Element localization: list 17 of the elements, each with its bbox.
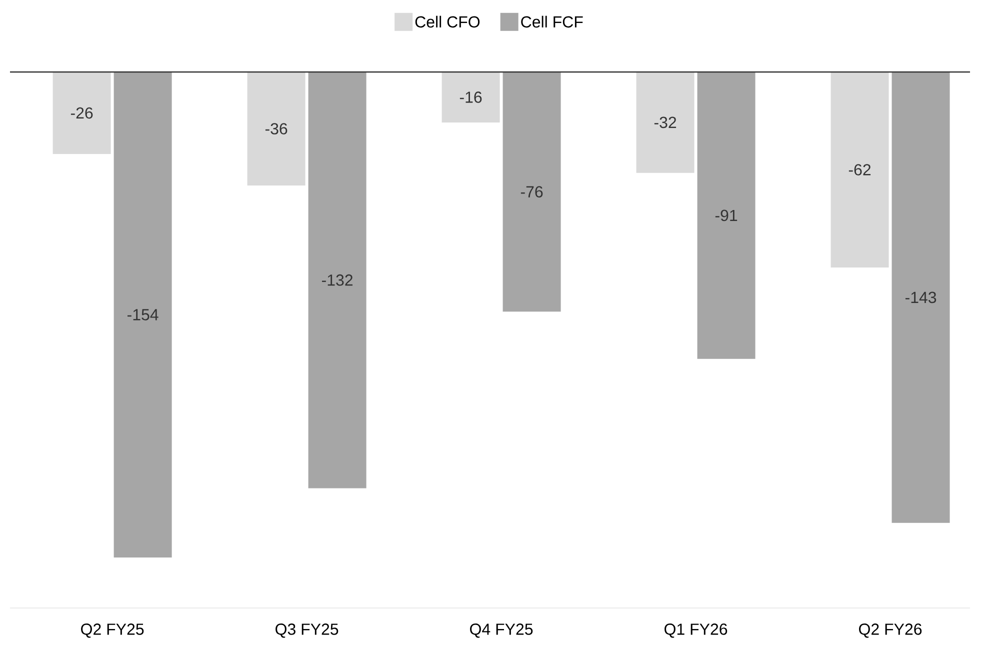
legend-label: Cell CFO	[415, 16, 480, 28]
data-label: -26	[70, 107, 93, 119]
x-tick-label: Q2 FY25	[81, 624, 144, 638]
data-label: -62	[848, 164, 871, 176]
legend-label: Cell FCF	[521, 16, 583, 28]
data-label: -76	[520, 186, 543, 198]
x-tick-label: Q1 FY26	[664, 624, 728, 638]
x-tick-label: Q3 FY25	[276, 624, 338, 638]
data-label: -36	[265, 123, 288, 134]
x-tick-label: Q2 FY26	[859, 624, 922, 638]
data-label: -16	[460, 92, 482, 103]
data-label: -132	[322, 274, 352, 286]
data-label: -32	[654, 116, 676, 128]
data-label: -91	[715, 210, 738, 222]
data-label: -154	[128, 309, 158, 320]
x-tick-label: Q4 FY25	[470, 624, 533, 638]
data-label: -143	[905, 292, 936, 304]
